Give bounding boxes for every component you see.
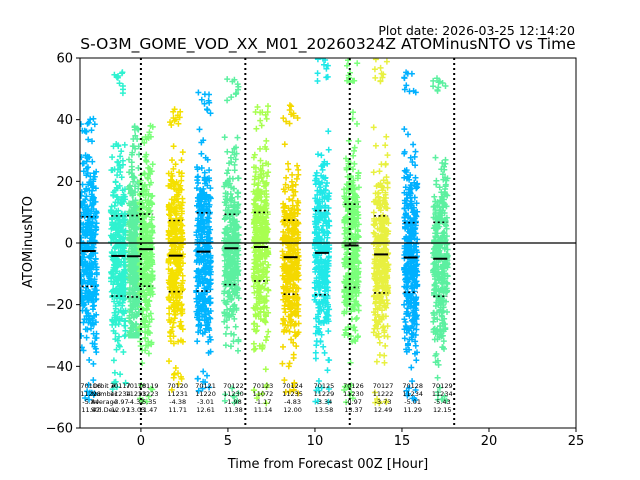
scatter-points-orbit-70124 — [279, 102, 302, 397]
scatter-points-orbit-70123 — [250, 103, 272, 407]
stats-orbit-70116-2: -5.84 — [82, 398, 99, 406]
stats-orbit-70125-0: 70125 — [314, 382, 335, 390]
y-tick-label-20: 20 — [56, 175, 73, 190]
stats-orbit-70129-0: 70129 — [432, 382, 453, 390]
stats-orbit-70118-3: 13.03 — [127, 406, 146, 414]
stats-orbit-70121-0: 70121 — [195, 382, 216, 390]
scatter-points-orbit-70129 — [430, 75, 451, 404]
stats-orbit-70122-2: -1.98 — [225, 398, 242, 406]
y-axis-label: ATOMinusNTO — [21, 196, 36, 288]
stats-orbit-70125-1: 11229 — [314, 390, 335, 398]
stats-orbit-70128-1: 11234 — [402, 390, 423, 398]
stats-orbit-70124-0: 70124 — [282, 382, 303, 390]
stats-orbit-70118-2: -4.32 — [128, 398, 145, 406]
stats-row-label-1: Number — [91, 390, 117, 398]
series-orbit-70122 — [221, 76, 242, 406]
stats-orbit-70122-3: 11.38 — [224, 406, 243, 414]
x-tick-label-5: 5 — [224, 434, 232, 449]
stats-orbit-70117-3: 12.97 — [111, 406, 130, 414]
stats-orbit-70123-3: 11.14 — [254, 406, 273, 414]
stats-orbit-70122-1: 11230 — [223, 390, 244, 398]
x-tick-label-25: 25 — [568, 434, 585, 449]
series-orbit-70129 — [430, 75, 451, 404]
x-tick-label-0: 0 — [137, 434, 145, 449]
stats-orbit-70117-1: 11234 — [110, 390, 131, 398]
x-tick-label-10: 10 — [307, 434, 324, 449]
stats-orbit-70120-1: 11231 — [167, 390, 188, 398]
y-tick-label--60: −60 — [46, 422, 73, 437]
stats-orbit-70119-0: 70119 — [138, 382, 159, 390]
stats-orbit-70124-2: -4.83 — [284, 398, 301, 406]
stats-orbit-70129-3: 12.15 — [433, 406, 452, 414]
stats-orbit-70129-2: -5.43 — [434, 398, 451, 406]
stats-orbit-70122-0: 70122 — [223, 382, 244, 390]
stats-orbit-70121-1: 11220 — [195, 390, 216, 398]
stats-orbit-70124-1: 11235 — [282, 390, 303, 398]
stats-orbit-70125-2: -3.34 — [315, 398, 332, 406]
stats-orbit-70127-3: 12.49 — [374, 406, 393, 414]
stats-orbit-70126-2: -0.97 — [345, 398, 362, 406]
scatter-points-orbit-70122 — [221, 76, 242, 406]
stats-orbit-70127-0: 70127 — [373, 382, 394, 390]
y-tick-label-40: 40 — [56, 113, 73, 128]
series-orbit-70121 — [193, 89, 214, 394]
stats-orbit-70118-1: 11233 — [126, 390, 147, 398]
series-orbit-70124 — [279, 102, 302, 397]
chart-title: S-O3M_GOME_VOD_XX_M01_20260324Z ATOMinus… — [80, 35, 575, 54]
stats-orbit-70120-3: 11.71 — [168, 406, 187, 414]
x-axis-label: Time from Forecast 00Z [Hour] — [227, 457, 429, 472]
y-tick-label--20: −20 — [46, 298, 73, 313]
stats-orbit-70121-2: -3.01 — [197, 398, 214, 406]
series-orbit-70119 — [136, 122, 156, 405]
plot-date: Plot date: 2026-03-25 12:14:20 — [378, 23, 575, 38]
stats-orbit-70120-0: 70120 — [167, 382, 188, 390]
stats-orbit-70119-1: 11223 — [138, 390, 159, 398]
stats-orbit-70117-0: 70117 — [110, 382, 131, 390]
stats-orbit-70126-0: 70126 — [343, 382, 364, 390]
stats-orbit-70123-1: 11072 — [253, 390, 274, 398]
stats-orbit-70117-2: -3.97 — [112, 398, 129, 406]
stats-orbit-70124-3: 12.00 — [283, 406, 302, 414]
plot-area — [80, 58, 451, 407]
stats-orbit-70126-1: 11230 — [343, 390, 364, 398]
scatter-points-orbit-70127 — [370, 58, 392, 407]
stats-row-label-0: Orbit # — [92, 382, 116, 390]
stats-orbit-70128-0: 70128 — [402, 382, 423, 390]
scatter-points-orbit-70116 — [80, 115, 100, 403]
stats-orbit-70118-0: 70118 — [126, 382, 147, 390]
plot-overlay: Orbit #NumberAverageStd.Dev.7011611228-5… — [80, 58, 576, 428]
stats-orbit-70123-2: -1.17 — [255, 398, 272, 406]
x-tick-label-15: 15 — [394, 434, 411, 449]
scatter-points-orbit-70121 — [193, 89, 214, 394]
stats-orbit-70119-2: -5.35 — [140, 398, 157, 406]
series-orbit-70116 — [80, 115, 100, 403]
series-orbit-70118 — [125, 123, 143, 339]
stats-orbit-70127-1: 11222 — [373, 390, 394, 398]
stats-orbit-70129-1: 11234 — [432, 390, 453, 398]
stats-row-label-3: Std.Dev. — [91, 406, 118, 414]
scatter-points-orbit-70119 — [136, 122, 156, 405]
series-orbit-70123 — [250, 103, 272, 407]
stats-orbit-70127-2: -3.73 — [375, 398, 392, 406]
stats-row-label-2: Average — [91, 398, 118, 406]
y-tick-label-60: 60 — [56, 52, 73, 67]
axes: 0 5 10 15 20 25 −60 −40 −20 0 20 40 60 — [46, 52, 585, 450]
series-orbit-70127 — [370, 58, 392, 407]
stats-orbit-70128-3: 11.29 — [403, 406, 422, 414]
stats-orbit-70116-3: 11.47 — [81, 406, 100, 414]
y-tick-label--40: −40 — [46, 360, 73, 375]
stats-orbit-70128-2: -5.01 — [404, 398, 421, 406]
stats-orbit-70119-3: 11.47 — [139, 406, 158, 414]
stats-orbit-70123-0: 70123 — [253, 382, 274, 390]
stats-orbit-70126-3: 13.37 — [344, 406, 363, 414]
x-tick-label-20: 20 — [481, 434, 498, 449]
stats-orbit-70125-3: 13.58 — [315, 406, 334, 414]
stats-orbit-70121-3: 12.61 — [196, 406, 215, 414]
stats-orbit-70116-1: 11228 — [80, 390, 101, 398]
stats-orbit-70120-2: -4.38 — [169, 398, 186, 406]
y-tick-label-0: 0 — [65, 237, 73, 252]
scatter-points-orbit-70118 — [125, 123, 143, 339]
stats-orbit-70116-0: 70116 — [80, 382, 101, 390]
